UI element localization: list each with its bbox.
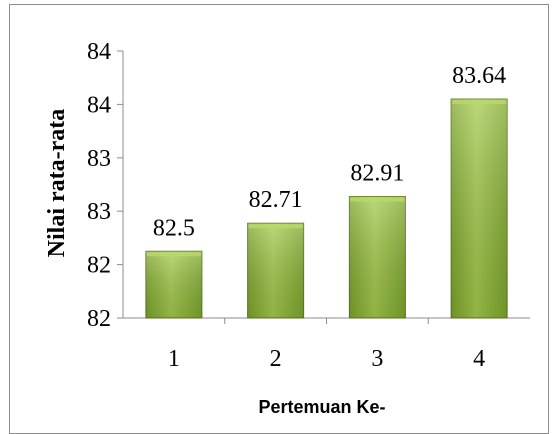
x-tick-label: 2	[270, 346, 282, 372]
y-tick-label: 84	[87, 92, 111, 118]
data-label: 82.91	[350, 161, 404, 187]
data-label: 82.71	[249, 187, 303, 213]
x-tick-label: 3	[371, 346, 383, 372]
x-tick-label: 1	[168, 346, 180, 372]
bar	[247, 222, 305, 319]
x-tick-label: 4	[473, 346, 485, 372]
data-label: 82.5	[153, 215, 195, 241]
x-axis: 1 2 3 4	[123, 317, 530, 372]
bar-chart: 82 82 83 83 84 84 1 2 3 4 82.5 82.71 82.91 83.64 Ni…	[44, 39, 530, 417]
y-tick-label: 83	[87, 199, 111, 225]
bar	[450, 98, 508, 319]
bar	[145, 250, 203, 319]
y-axis: 82 82 83 83 84 84	[87, 39, 124, 332]
bar	[348, 196, 406, 319]
y-tick-label: 83	[87, 146, 111, 172]
y-tick-label: 82	[87, 306, 111, 332]
bar-series	[145, 98, 508, 319]
y-tick-label: 82	[87, 253, 111, 279]
y-axis-title: Nilai rata-rata	[44, 109, 70, 258]
x-axis-title: Pertemuan Ke-	[258, 397, 385, 417]
data-label: 83.64	[452, 63, 506, 89]
y-tick-label: 84	[87, 39, 111, 65]
data-labels: 82.5 82.71 82.91 83.64	[153, 63, 506, 241]
